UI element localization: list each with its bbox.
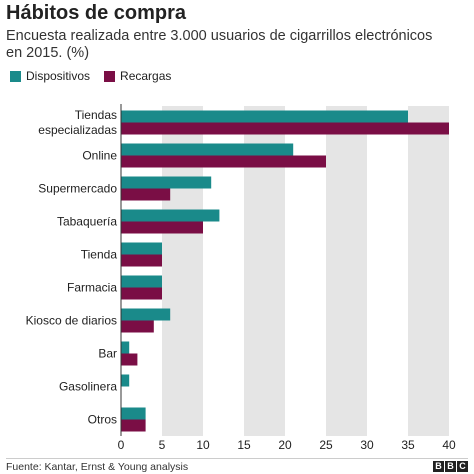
category-label: Tienda	[81, 248, 118, 262]
legend-swatch-dispositivos	[10, 70, 21, 82]
x-tick-label: 5	[159, 438, 166, 452]
x-tick-label: 30	[360, 438, 374, 452]
chart-subtitle: Encuesta realizada entre 3.000 usuarios …	[6, 28, 433, 61]
bar-dispositivos	[121, 209, 220, 222]
bar-dispositivos	[121, 110, 408, 123]
legend-item-recargas: Recargas	[104, 69, 171, 83]
legend: Dispositivos Recargas	[10, 69, 185, 83]
x-tick-label: 20	[278, 438, 292, 452]
x-tick-label: 10	[196, 438, 210, 452]
bar-dispositivos	[121, 308, 171, 321]
legend-swatch-recargas	[104, 70, 116, 82]
legend-label-recargas: Recargas	[120, 69, 172, 83]
bar-recargas	[121, 221, 203, 234]
bar-recargas	[121, 122, 449, 135]
bar-recargas	[121, 320, 154, 333]
bar-dispositivos	[121, 407, 146, 420]
x-tick-label: 35	[401, 438, 415, 452]
category-label: Tabaquería	[57, 215, 117, 229]
bbc-logo: B B C	[432, 461, 468, 472]
grid-band	[408, 106, 449, 436]
bar-dispositivos	[121, 341, 130, 354]
grid-band	[326, 106, 367, 436]
chart-title: Hábitos de compra	[6, 2, 187, 24]
x-tick-label: 0	[118, 438, 125, 452]
category-label: Online	[82, 149, 117, 163]
legend-item-dispositivos: Dispositivos	[10, 69, 90, 83]
x-tick-label: 15	[237, 438, 251, 452]
category-label: Kiosco de diarios	[26, 314, 117, 328]
category-label: Bar	[98, 347, 117, 361]
bbc-logo-letter: B	[445, 461, 456, 472]
bar-recargas	[121, 353, 138, 366]
bar-dispositivos	[121, 176, 212, 189]
bar-recargas	[121, 254, 162, 267]
bbc-logo-letter: B	[433, 461, 444, 472]
bar-dispositivos	[121, 143, 294, 156]
category-label: Gasolinera	[59, 380, 117, 394]
legend-label-dispositivos: Dispositivos	[26, 69, 91, 83]
footer-divider	[6, 458, 468, 459]
source-note: Fuente: Kantar, Ernst & Young analysis	[6, 461, 189, 473]
category-label: Otros	[88, 413, 117, 427]
bar-recargas	[121, 188, 171, 201]
category-label: Tiendas especializadas	[38, 108, 117, 137]
bar-dispositivos	[121, 242, 162, 255]
x-tick-label: 25	[319, 438, 333, 452]
bbc-logo-letter: C	[457, 461, 468, 472]
x-tick-label: 40	[442, 438, 456, 452]
bar-dispositivos	[121, 374, 130, 387]
bar-recargas	[121, 287, 162, 300]
category-label: Farmacia	[67, 281, 117, 295]
bar-recargas	[121, 419, 146, 432]
bar-recargas	[121, 155, 326, 168]
bar-dispositivos	[121, 275, 162, 288]
category-label: Supermercado	[38, 182, 117, 196]
